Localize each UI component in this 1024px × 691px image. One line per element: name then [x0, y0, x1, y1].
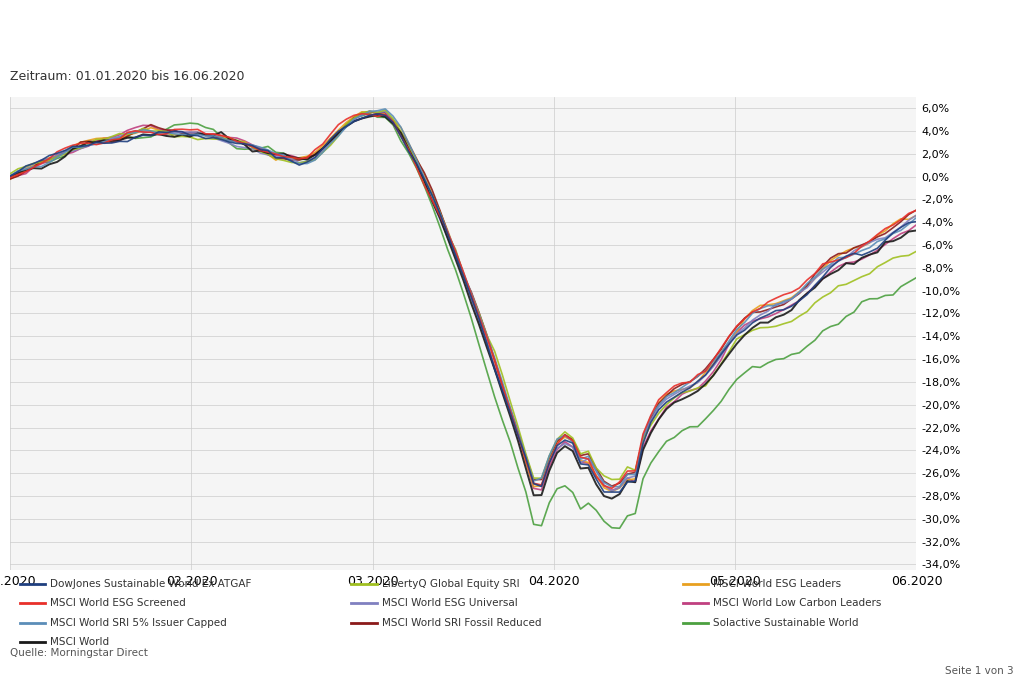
- Text: Wertentwicklung: Wertentwicklung: [10, 17, 276, 45]
- Text: MSCI World ESG Leaders: MSCI World ESG Leaders: [713, 579, 841, 589]
- Text: MSCI World SRI Fossil Reduced: MSCI World SRI Fossil Reduced: [382, 618, 541, 627]
- Text: Seite 1 von 3: Seite 1 von 3: [945, 665, 1014, 676]
- Text: DowJones Sustainable World Ex ATGAF: DowJones Sustainable World Ex ATGAF: [50, 579, 252, 589]
- Text: MSCI World SRI 5% Issuer Capped: MSCI World SRI 5% Issuer Capped: [50, 618, 227, 627]
- Text: Zeitraum: 01.01.2020 bis 16.06.2020: Zeitraum: 01.01.2020 bis 16.06.2020: [10, 70, 245, 82]
- Text: MSCI World: MSCI World: [50, 637, 110, 647]
- Text: MSCI World ESG Universal: MSCI World ESG Universal: [382, 598, 517, 608]
- Text: Solactive Sustainable World: Solactive Sustainable World: [713, 618, 858, 627]
- Text: MSCI World ESG Screened: MSCI World ESG Screened: [50, 598, 186, 608]
- Text: MSCI World Low Carbon Leaders: MSCI World Low Carbon Leaders: [713, 598, 881, 608]
- Text: LibertyQ Global Equity SRI: LibertyQ Global Equity SRI: [382, 579, 519, 589]
- Text: Quelle: Morningstar Direct: Quelle: Morningstar Direct: [10, 647, 148, 658]
